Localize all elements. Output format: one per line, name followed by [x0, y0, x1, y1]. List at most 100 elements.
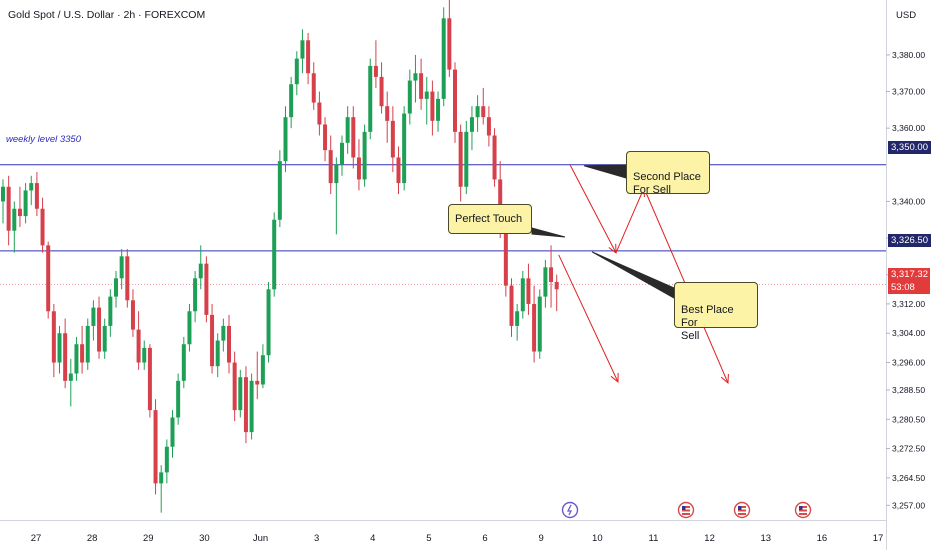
- arrow-down-to-retest: [569, 164, 617, 254]
- flag-stripe: [738, 513, 746, 515]
- candle-body: [243, 377, 248, 433]
- perfect-touch-note[interactable]: Perfect Touch: [448, 204, 532, 234]
- candle-body: [34, 183, 39, 209]
- flag-stripe: [682, 509, 690, 512]
- candle: [340, 135, 344, 176]
- candle-body: [68, 373, 73, 381]
- candle: [147, 344, 152, 418]
- candle: [413, 54, 418, 103]
- candle-body: [368, 65, 373, 132]
- y-tick-label: 3,312.00: [892, 299, 925, 309]
- x-tick-label: 29: [143, 533, 154, 544]
- x-tick-label: 30: [199, 533, 210, 544]
- candle-body: [29, 183, 34, 191]
- candle-body: [51, 311, 56, 363]
- candle: [300, 29, 305, 74]
- candle-body: [317, 102, 322, 125]
- candle-body: [159, 472, 164, 484]
- candle: [549, 245, 554, 308]
- candle-body: [57, 333, 62, 363]
- candle: [238, 369, 243, 418]
- candle-body: [362, 131, 367, 180]
- candle-body: [351, 117, 356, 158]
- candle: [193, 270, 198, 323]
- flag-stripe: [738, 509, 746, 512]
- candle: [51, 303, 56, 378]
- candle: [402, 106, 407, 191]
- candle: [255, 351, 260, 400]
- candle-body: [91, 307, 96, 326]
- candle: [57, 325, 62, 374]
- candle-body: [227, 325, 231, 363]
- candle-body: [549, 267, 554, 282]
- candle-body: [74, 344, 79, 374]
- candle-body: [142, 347, 147, 363]
- candle-body: [277, 161, 282, 220]
- candle: [272, 212, 277, 297]
- second-place-note[interactable]: Second Place For Sell: [626, 151, 710, 196]
- candle-body: [520, 278, 525, 312]
- candle: [210, 303, 215, 374]
- flag-stripe: [799, 513, 807, 515]
- candle: [526, 263, 531, 315]
- candle-body: [328, 150, 333, 184]
- candle: [464, 120, 469, 195]
- x-tick-label: 4: [370, 533, 375, 544]
- candle: [277, 150, 282, 228]
- candle: [74, 336, 79, 381]
- candle-body: [221, 325, 226, 341]
- candle-body: [554, 281, 559, 290]
- candle: [85, 318, 90, 370]
- candle: [283, 106, 288, 173]
- candle: [453, 62, 457, 143]
- candle: [176, 373, 181, 425]
- x-tick-label: 6: [482, 533, 487, 544]
- weekly-level-label: weekly level 3350: [6, 134, 81, 145]
- candle-body: [164, 446, 169, 473]
- candle-body: [481, 106, 486, 118]
- candle-body: [266, 289, 271, 356]
- candle-body: [40, 208, 45, 246]
- candle: [221, 318, 226, 352]
- candle-body: [419, 73, 424, 99]
- candle: [345, 106, 350, 154]
- candle: [17, 186, 22, 228]
- x-tick-label: 9: [539, 533, 544, 544]
- flag-canton: [682, 506, 686, 510]
- candle-body: [532, 303, 537, 352]
- candle: [102, 318, 107, 359]
- candle-body: [80, 344, 85, 363]
- candle: [492, 128, 497, 187]
- candle-body: [130, 300, 135, 330]
- candle: [23, 183, 28, 224]
- candle: [351, 106, 356, 169]
- candle: [12, 201, 17, 253]
- best-place-note[interactable]: Best Place For Sell: [674, 282, 758, 342]
- candle-body: [345, 117, 350, 143]
- flag-stripe: [799, 506, 807, 508]
- candle-body: [294, 58, 299, 85]
- perfect-touch-text: Perfect Touch: [455, 213, 523, 225]
- flag-canton: [738, 506, 742, 510]
- candle-body: [198, 263, 203, 279]
- candle-body: [498, 179, 503, 228]
- candle-body: [323, 124, 328, 151]
- perfect-touch-pointer: [531, 227, 566, 238]
- candle-body: [306, 40, 311, 74]
- bolt-glyph: [566, 504, 573, 516]
- candle: [34, 172, 39, 217]
- level-3326-badge-text: 3,326.50: [891, 235, 928, 246]
- x-tick-label: Jun: [253, 533, 268, 544]
- x-tick-label: 3: [314, 533, 319, 544]
- best-place-pointer: [591, 251, 675, 299]
- currency-label[interactable]: USD: [896, 10, 917, 21]
- y-tick-label: 3,304.00: [892, 328, 925, 338]
- candle-body: [193, 278, 198, 312]
- candle: [266, 281, 271, 363]
- candle-body: [537, 296, 542, 352]
- y-tick-label: 3,272.50: [892, 444, 925, 454]
- candle: [447, 0, 452, 77]
- x-tick-label: 12: [704, 533, 715, 544]
- candle-body: [204, 263, 209, 315]
